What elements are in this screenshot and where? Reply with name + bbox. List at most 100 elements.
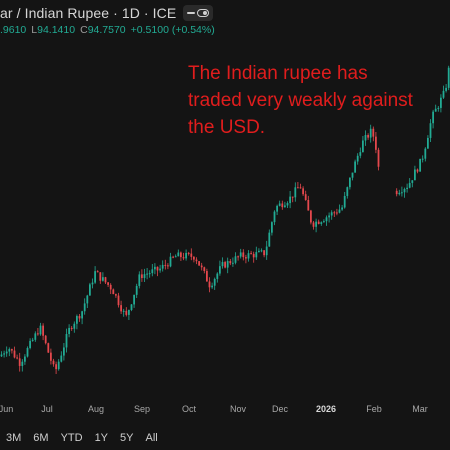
candle-body	[185, 252, 187, 259]
candle-body	[164, 264, 167, 266]
candle-body	[133, 294, 135, 305]
candle-body	[60, 355, 63, 362]
candle-body	[151, 269, 154, 274]
candle-body	[330, 212, 333, 216]
candle-body	[320, 222, 323, 224]
candle-body	[198, 261, 200, 266]
ohlc-legend: .9610 L94.1410 C94.7570 +0.5100 (+0.54%)	[0, 24, 220, 36]
candle-body	[304, 194, 307, 201]
candle-body	[128, 309, 130, 315]
candle-body	[406, 187, 408, 189]
candle-body	[447, 67, 450, 88]
candle-body	[299, 187, 302, 189]
candle-body	[91, 282, 94, 285]
candle-body	[245, 257, 247, 259]
candle-body	[289, 196, 291, 204]
candle-body	[367, 134, 369, 138]
candle-body	[31, 339, 34, 341]
low-value: 94.1410	[37, 24, 76, 36]
close-label: C	[80, 24, 88, 36]
x-tick-label: 2026	[316, 404, 336, 414]
candle-body	[395, 190, 398, 195]
candle-body	[107, 282, 109, 285]
candle-body	[125, 310, 128, 315]
candle-body	[424, 148, 427, 159]
candle-body	[341, 207, 343, 210]
candle-body	[226, 261, 229, 268]
candle-body	[268, 232, 271, 247]
candle-body	[411, 180, 414, 183]
x-tick-label: Feb	[366, 404, 382, 414]
legend-controls[interactable]	[183, 5, 214, 21]
x-tick-label: Mar	[412, 404, 428, 414]
candle-body	[369, 128, 372, 138]
x-tick-label: Aug	[88, 404, 104, 414]
candle-body	[284, 205, 286, 208]
toggle-icon[interactable]	[197, 9, 210, 17]
candle-body	[115, 294, 117, 296]
candle-body	[343, 195, 346, 208]
candle-body	[47, 343, 50, 353]
candle-body	[297, 187, 299, 189]
candle-body	[356, 155, 359, 162]
collapse-icon[interactable]	[187, 12, 196, 14]
x-tick-label: Sep	[134, 404, 150, 414]
candle-body	[281, 203, 284, 208]
candle-body	[187, 252, 190, 254]
candle-body	[221, 262, 224, 267]
candle-body	[252, 253, 255, 258]
candle-body	[273, 211, 276, 223]
candle-body	[219, 266, 221, 274]
candle-body	[372, 128, 375, 137]
candle-body	[148, 273, 151, 275]
candle-body	[213, 278, 216, 286]
candle-body	[206, 271, 208, 282]
candle-body	[294, 187, 297, 198]
candle-body	[78, 316, 81, 319]
candle-body	[414, 169, 416, 181]
candle-body	[351, 172, 354, 178]
candle-body	[73, 323, 76, 329]
candle-body	[286, 203, 289, 206]
symbol-title-text: ar / Indian Rupee · 1D · ICE	[0, 5, 177, 21]
change-value: +0.5100 (+0.54%)	[130, 24, 215, 36]
candle-body	[120, 305, 122, 312]
candle-body	[364, 134, 367, 141]
candle-body	[143, 274, 146, 279]
candle-body	[18, 358, 21, 366]
range-button-ytd[interactable]: YTD	[60, 432, 83, 444]
candle-body	[440, 97, 442, 108]
symbol-title[interactable]: ar / Indian Rupee · 1D · ICE	[0, 4, 214, 22]
range-button-all[interactable]: All	[145, 432, 158, 444]
candle-body	[172, 256, 174, 258]
candle-body	[138, 274, 141, 286]
range-button-1y[interactable]: 1Y	[94, 432, 109, 444]
candle-body	[3, 353, 5, 355]
candle-body	[408, 182, 411, 188]
range-button-5y[interactable]: 5Y	[120, 432, 134, 444]
range-button-3m[interactable]: 3M	[6, 432, 22, 444]
candle-body	[208, 281, 211, 288]
candle-body	[302, 188, 304, 195]
candle-body	[278, 203, 281, 206]
candle-body	[260, 250, 263, 252]
candle-body	[122, 310, 125, 312]
candle-body	[13, 350, 16, 358]
candle-body	[239, 252, 242, 257]
candle-body	[232, 262, 234, 264]
candle-body	[310, 210, 312, 223]
candle-body	[276, 205, 278, 212]
time-axis[interactable]: Jun Jul Aug Sep Oct Nov Dec 2026 Feb Mar	[0, 404, 428, 414]
candle-body	[291, 196, 294, 198]
candle-body	[146, 273, 148, 275]
range-button-6m[interactable]: 6M	[33, 432, 49, 444]
candle-body	[323, 221, 325, 223]
candle-body	[81, 311, 83, 319]
candle-body	[112, 289, 115, 295]
x-tick-label: Oct	[182, 404, 197, 414]
candle-body	[375, 136, 377, 150]
candle-body	[193, 256, 195, 260]
candle-body	[445, 87, 447, 91]
